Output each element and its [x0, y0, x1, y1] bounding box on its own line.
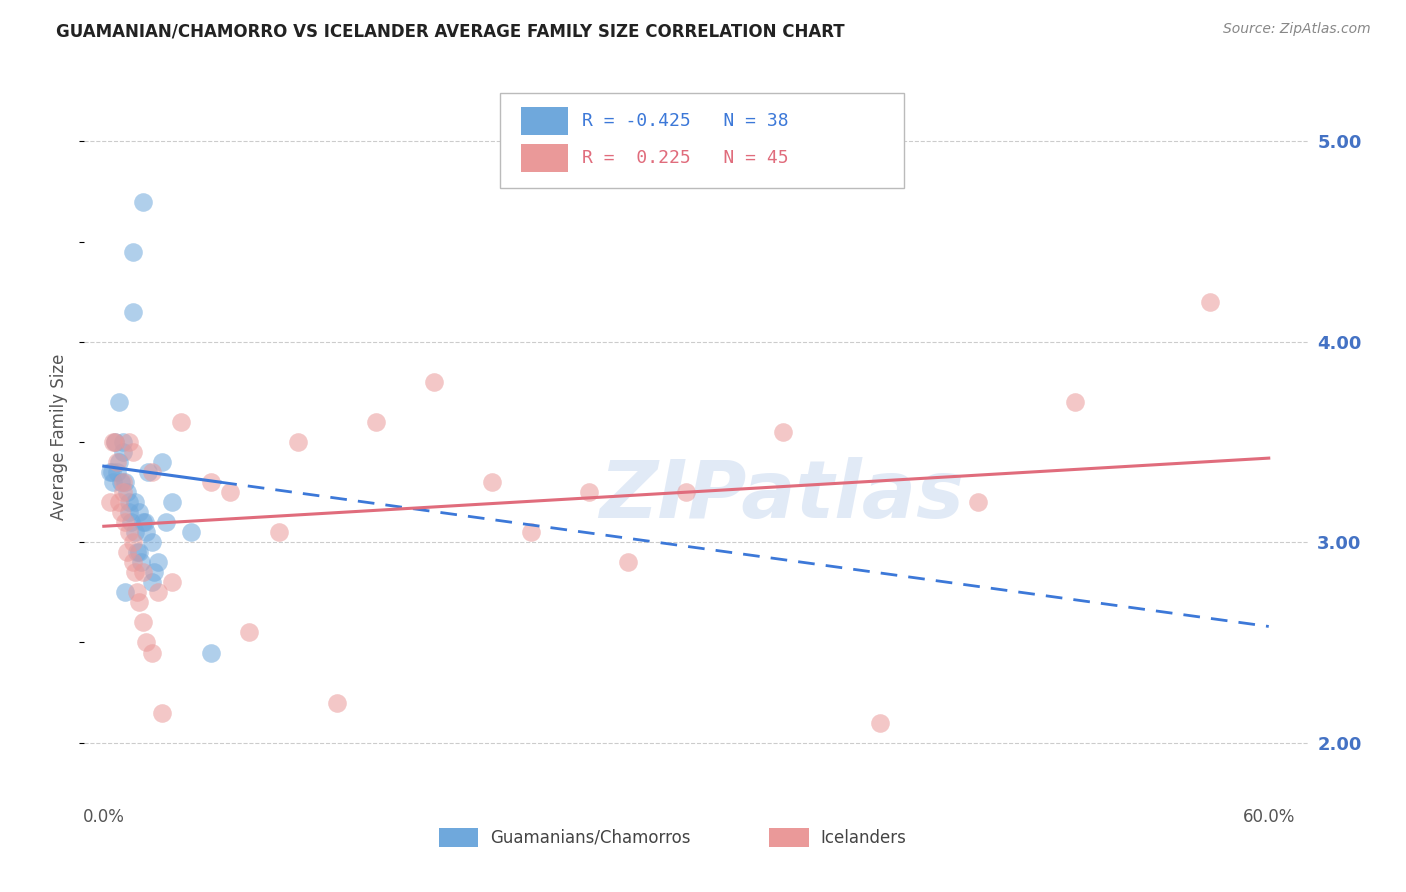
- Text: Icelanders: Icelanders: [821, 829, 907, 847]
- Point: [112, 435, 135, 450]
- Point: [150, 455, 173, 469]
- FancyBboxPatch shape: [522, 107, 568, 135]
- Point: [131, 566, 153, 580]
- Point: [114, 475, 136, 490]
- Point: [966, 495, 988, 509]
- Point: [122, 244, 145, 259]
- Point: [146, 585, 169, 599]
- FancyBboxPatch shape: [501, 94, 904, 188]
- Point: [1063, 395, 1085, 409]
- Point: [103, 435, 125, 450]
- Point: [238, 625, 260, 640]
- FancyBboxPatch shape: [439, 829, 478, 847]
- Point: [141, 646, 163, 660]
- Point: [118, 495, 141, 509]
- Point: [219, 485, 242, 500]
- Point: [120, 515, 142, 529]
- Point: [578, 485, 600, 500]
- Point: [112, 485, 135, 500]
- Point: [141, 465, 163, 479]
- Point: [869, 715, 891, 730]
- Point: [155, 515, 177, 529]
- Point: [146, 555, 169, 569]
- Text: GUAMANIAN/CHAMORRO VS ICELANDER AVERAGE FAMILY SIZE CORRELATION CHART: GUAMANIAN/CHAMORRO VS ICELANDER AVERAGE …: [56, 22, 845, 40]
- Point: [115, 485, 138, 500]
- Point: [131, 194, 153, 209]
- Point: [326, 696, 349, 710]
- Text: R =  0.225   N = 45: R = 0.225 N = 45: [582, 149, 789, 167]
- Point: [122, 555, 145, 569]
- Point: [135, 525, 157, 540]
- Point: [200, 646, 222, 660]
- Point: [617, 555, 640, 569]
- Point: [110, 475, 132, 490]
- Point: [364, 415, 387, 429]
- Point: [141, 575, 163, 590]
- Point: [118, 525, 141, 540]
- Y-axis label: Average Family Size: Average Family Size: [51, 354, 69, 520]
- Text: R = -0.425   N = 38: R = -0.425 N = 38: [582, 112, 789, 130]
- Point: [108, 455, 131, 469]
- Point: [105, 465, 128, 479]
- Point: [481, 475, 503, 490]
- Point: [124, 566, 146, 580]
- Point: [104, 435, 127, 450]
- Point: [98, 465, 121, 479]
- Point: [112, 475, 135, 490]
- Point: [129, 555, 152, 569]
- Point: [160, 575, 183, 590]
- Point: [267, 525, 290, 540]
- Point: [128, 505, 150, 519]
- FancyBboxPatch shape: [769, 829, 808, 847]
- Point: [160, 495, 183, 509]
- Text: Source: ZipAtlas.com: Source: ZipAtlas.com: [1223, 22, 1371, 37]
- Point: [200, 475, 222, 490]
- Point: [423, 375, 446, 389]
- Text: ZIPatlas: ZIPatlas: [599, 457, 965, 534]
- Point: [114, 585, 136, 599]
- Point: [125, 545, 148, 559]
- Point: [675, 485, 697, 500]
- Point: [110, 505, 132, 519]
- Point: [122, 445, 145, 459]
- Point: [128, 595, 150, 609]
- Point: [170, 415, 193, 429]
- Point: [104, 435, 127, 450]
- Point: [122, 535, 145, 549]
- Point: [124, 525, 146, 540]
- FancyBboxPatch shape: [522, 144, 568, 171]
- Point: [108, 395, 131, 409]
- Point: [772, 425, 794, 439]
- Point: [105, 455, 128, 469]
- Point: [98, 495, 121, 509]
- Point: [122, 305, 145, 319]
- Point: [143, 566, 166, 580]
- Point: [112, 445, 135, 459]
- Point: [134, 515, 156, 529]
- Point: [180, 525, 202, 540]
- Point: [125, 585, 148, 599]
- Point: [100, 465, 122, 479]
- Point: [520, 525, 543, 540]
- Point: [115, 545, 138, 559]
- Point: [114, 515, 136, 529]
- Point: [118, 505, 141, 519]
- Point: [138, 465, 160, 479]
- Point: [118, 435, 141, 450]
- Point: [108, 495, 131, 509]
- Point: [1199, 294, 1222, 309]
- Point: [128, 545, 150, 559]
- Point: [131, 615, 153, 630]
- Point: [124, 495, 146, 509]
- Point: [135, 635, 157, 649]
- Text: Guamanians/Chamorros: Guamanians/Chamorros: [491, 829, 690, 847]
- Point: [287, 435, 309, 450]
- Point: [150, 706, 173, 720]
- Point: [103, 475, 125, 490]
- Point: [141, 535, 163, 549]
- Point: [131, 515, 153, 529]
